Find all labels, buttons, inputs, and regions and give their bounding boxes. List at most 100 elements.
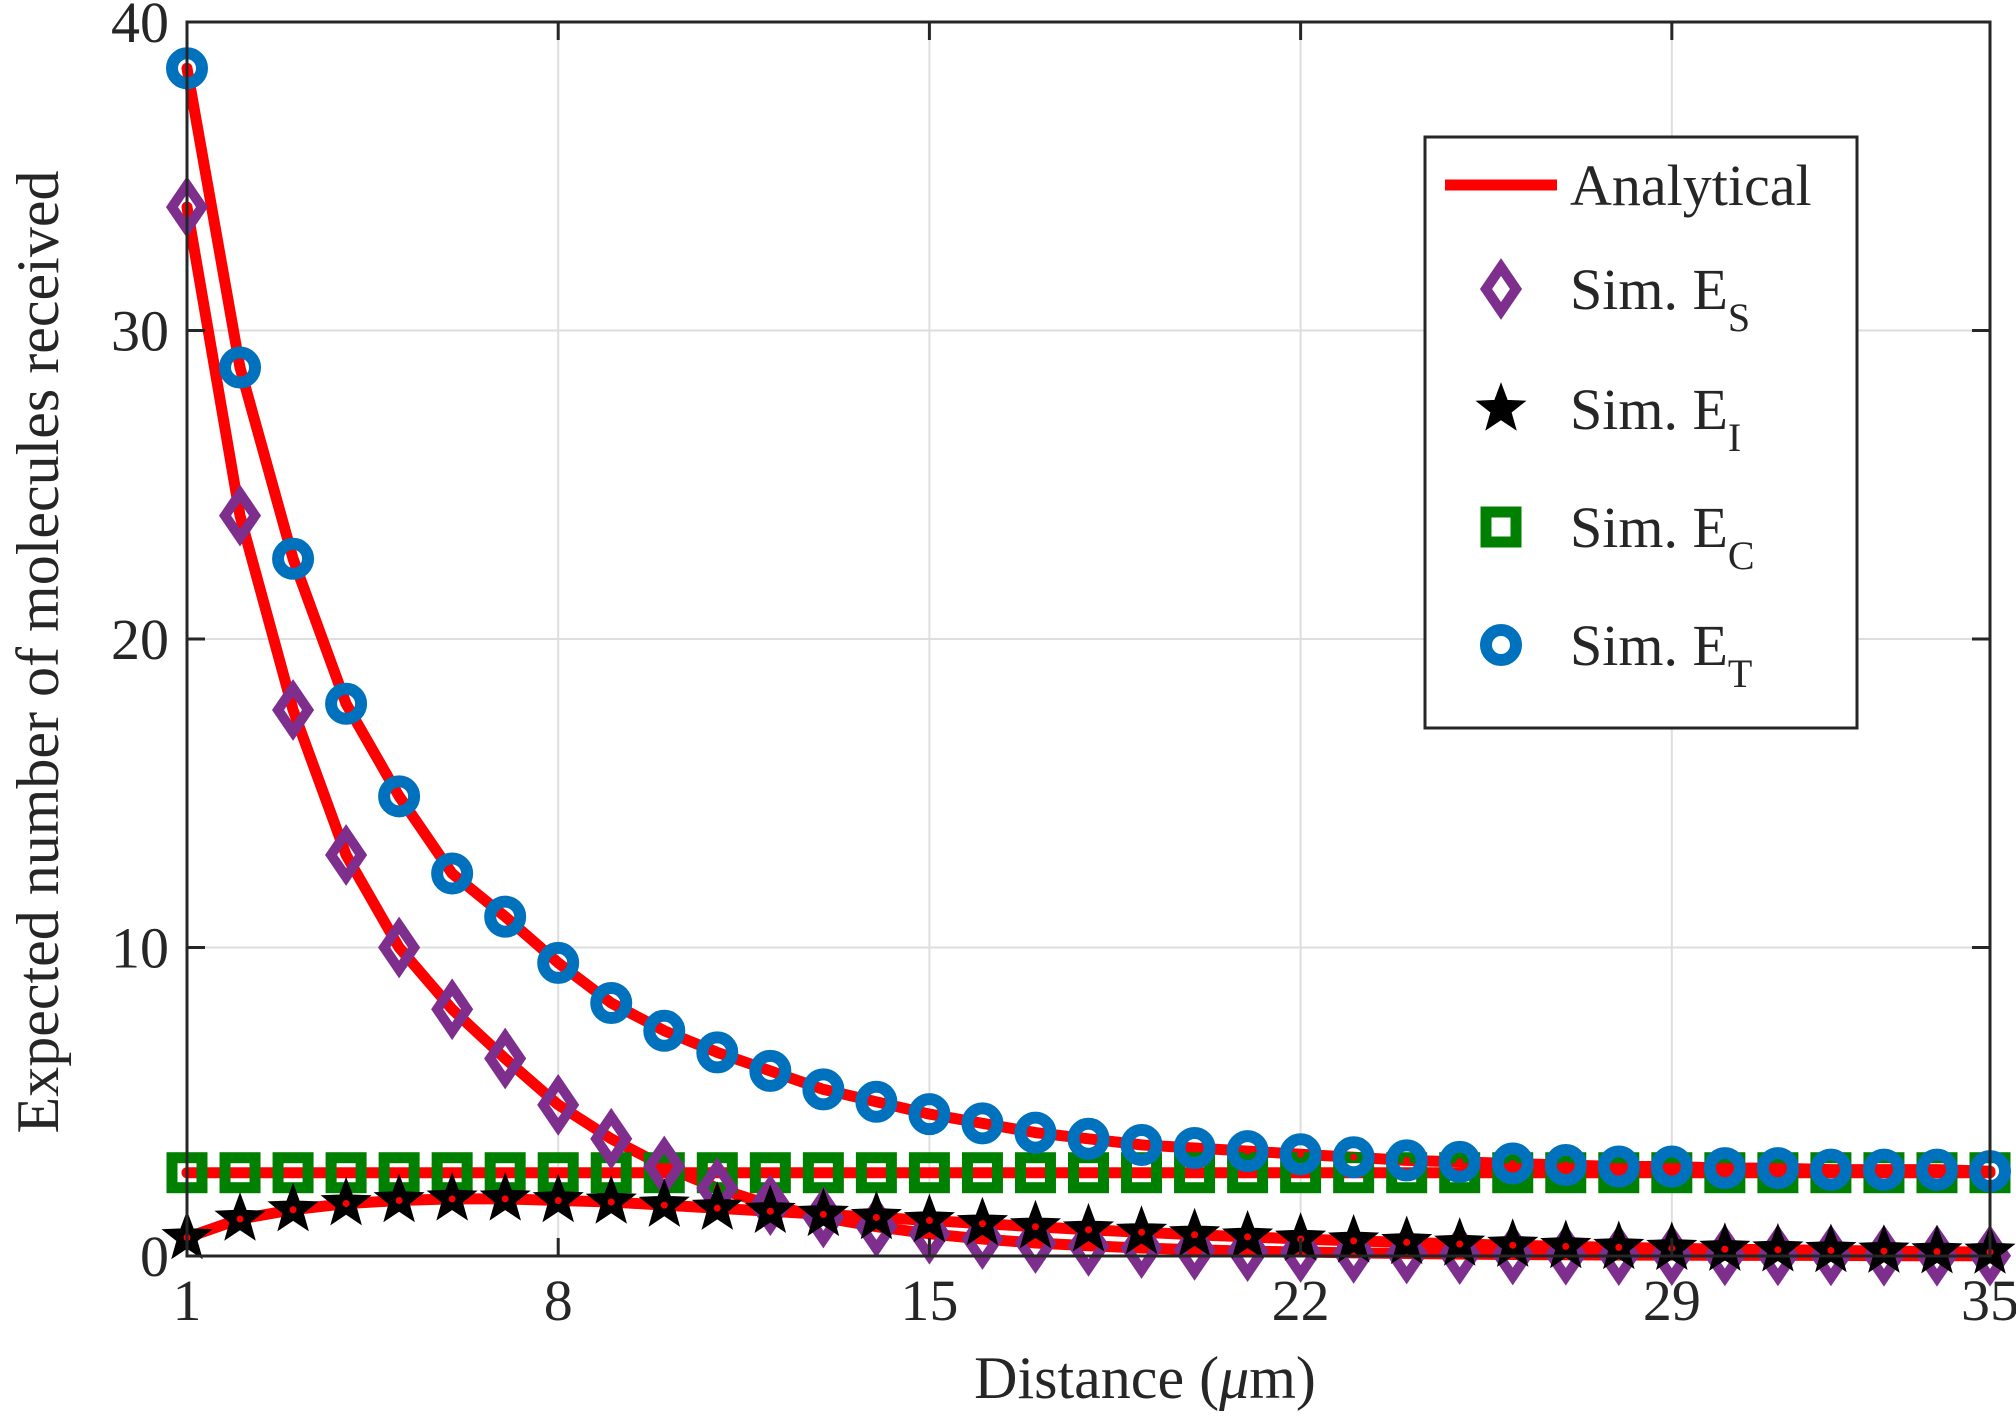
analytical-point (1031, 1169, 1039, 1177)
analytical-point (448, 1005, 456, 1013)
marker-t-point (1120, 1123, 1163, 1166)
analytical-point (1509, 1159, 1517, 1167)
y-tick-label: 40 (111, 0, 169, 55)
x-axis-label-suffix: m) (1249, 1345, 1316, 1411)
marker-t-point (1544, 1143, 1587, 1186)
legend-label-s: Sim. ES (1570, 257, 1750, 340)
analytical-point (607, 1169, 615, 1177)
marker-s-point (218, 484, 262, 547)
analytical-point (607, 1135, 615, 1143)
y-tick-label: 0 (140, 1224, 169, 1289)
analytical-point (978, 1169, 986, 1177)
marker-t-point (1809, 1148, 1852, 1191)
analytical-point (978, 1220, 986, 1228)
analytical-point (1350, 1153, 1358, 1161)
analytical-point (872, 1098, 880, 1106)
analytical-point (1827, 1166, 1835, 1174)
analytical-point (342, 851, 350, 859)
analytical-point (925, 1110, 933, 1118)
analytical-point (1615, 1169, 1623, 1177)
analytical-point (236, 364, 244, 372)
analytical-point (1880, 1247, 1888, 1255)
analytical-point (1191, 1246, 1199, 1254)
analytical-point (554, 1101, 562, 1109)
marker-t-point (378, 775, 421, 818)
analytical-point (607, 1198, 615, 1206)
marker-t-point (749, 1049, 792, 1092)
analytical-point (872, 1169, 880, 1177)
analytical-point (1191, 1231, 1199, 1239)
analytical-point (978, 1235, 986, 1243)
analytical-point (607, 999, 615, 1007)
marker-c-point (1227, 1152, 1269, 1194)
marker-t-point (272, 537, 315, 580)
analytical-point (660, 1027, 668, 1035)
analytical-point (395, 1196, 403, 1204)
analytical-point (1085, 1135, 1092, 1143)
marker-t-point (537, 941, 580, 984)
marker-c-point (908, 1152, 950, 1194)
analytical-point (819, 1169, 827, 1177)
marker-t-point (431, 852, 474, 895)
analytical-point (1403, 1238, 1411, 1246)
analytical-point (1031, 1129, 1039, 1137)
marker-t-point (1014, 1111, 1057, 1154)
marker-t-point (1650, 1145, 1693, 1188)
analytical-point (713, 1048, 721, 1056)
marker-t-point (1862, 1148, 1905, 1191)
analytical-point (1138, 1228, 1146, 1236)
marker-s-point (378, 916, 421, 979)
analytical-point (289, 1169, 297, 1177)
analytical-point (1031, 1239, 1039, 1247)
analytical-point (766, 1169, 774, 1177)
analytical-point (1138, 1244, 1146, 1252)
analytical-point (1085, 1169, 1092, 1177)
analytical-point (1085, 1226, 1092, 1234)
marker-s-point (431, 978, 474, 1041)
analytical-point (1085, 1242, 1092, 1250)
x-axis-label: Distance (μm) (974, 1345, 1316, 1411)
analytical-point (289, 1206, 297, 1214)
legend-marker-t (1480, 624, 1522, 666)
legend-label-t: Sim. ET (1570, 613, 1752, 696)
marker-c-point (855, 1152, 897, 1194)
x-tick-label: 35 (1961, 1268, 2016, 1333)
analytical-point (1933, 1166, 1941, 1174)
marker-t-point (1173, 1127, 1216, 1170)
marker-t-point (961, 1102, 1004, 1145)
analytical-point (1244, 1247, 1252, 1255)
marker-c-point (961, 1152, 1003, 1194)
analytical-point (1297, 1150, 1305, 1158)
analytical-point (660, 1169, 668, 1177)
x-axis-label-prefix: Distance ( (974, 1345, 1219, 1411)
analytical-point (501, 1195, 509, 1203)
analytical-point (660, 1163, 668, 1171)
analytical-point (1244, 1147, 1252, 1155)
analytical-point (713, 1204, 721, 1212)
y-tick-label: 30 (111, 299, 169, 364)
analytical-point (819, 1210, 827, 1218)
analytical-point (1456, 1240, 1464, 1248)
marker-t-point (1067, 1117, 1110, 1160)
marker-t-point (484, 895, 527, 938)
analytical-point (1456, 1158, 1464, 1166)
analytical-point (501, 913, 509, 921)
analytical-point (1668, 1169, 1676, 1177)
marker-t-point (1226, 1130, 1269, 1173)
x-tick-label: 15 (900, 1268, 958, 1333)
analytical-point (1031, 1223, 1039, 1231)
analytical-point (1403, 1156, 1411, 1164)
marker-t-point (1332, 1136, 1375, 1179)
analytical-point (395, 792, 403, 800)
analytical-point (1721, 1245, 1729, 1253)
x-tick-label: 1 (173, 1268, 202, 1333)
marker-t-point (1438, 1140, 1481, 1183)
analytical-point (554, 959, 562, 967)
analytical-point (342, 1200, 350, 1208)
legend: Analytical Sim. ES Sim. EI Sim. EC Sim. ET (1423, 135, 1859, 730)
marker-t-point (908, 1093, 951, 1136)
analytical-point (1562, 1161, 1570, 1169)
x-axis-label-mu: μ (1218, 1345, 1249, 1411)
